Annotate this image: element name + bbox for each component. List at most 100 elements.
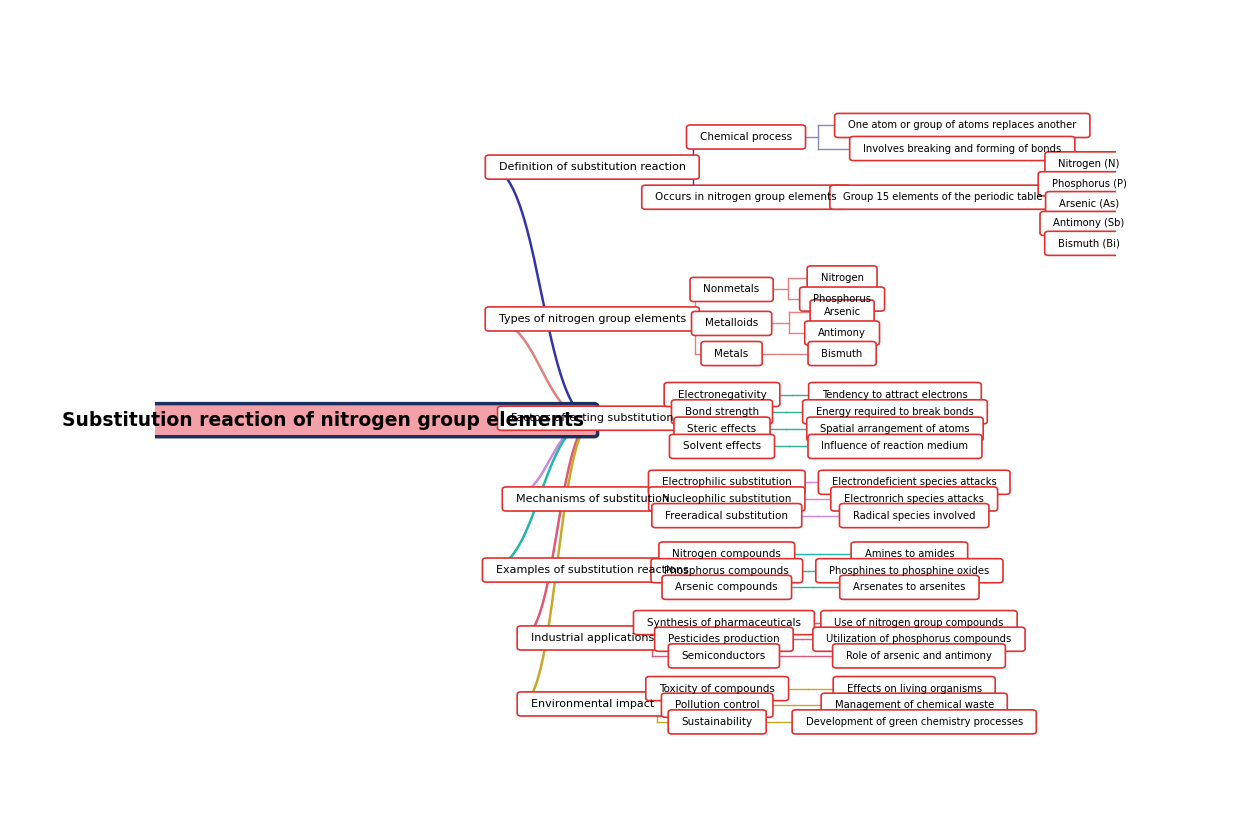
FancyBboxPatch shape — [839, 575, 980, 599]
Text: Electronrich species attacks: Electronrich species attacks — [844, 494, 985, 504]
Text: Metals: Metals — [714, 349, 749, 359]
FancyBboxPatch shape — [1038, 171, 1140, 196]
FancyBboxPatch shape — [832, 644, 1006, 668]
Text: Environmental impact: Environmental impact — [531, 699, 653, 709]
FancyBboxPatch shape — [692, 311, 771, 335]
FancyBboxPatch shape — [649, 487, 805, 511]
Text: Bond strength: Bond strength — [684, 407, 759, 417]
FancyBboxPatch shape — [1045, 191, 1132, 215]
Text: Arsenic (As): Arsenic (As) — [1059, 199, 1120, 209]
FancyBboxPatch shape — [662, 575, 791, 599]
FancyBboxPatch shape — [646, 676, 789, 701]
FancyBboxPatch shape — [689, 277, 774, 301]
FancyBboxPatch shape — [1040, 211, 1138, 235]
Text: Factors affecting substitution: Factors affecting substitution — [511, 414, 673, 423]
FancyBboxPatch shape — [839, 503, 988, 527]
Text: Arsenic compounds: Arsenic compounds — [676, 582, 779, 592]
FancyBboxPatch shape — [807, 266, 877, 290]
Text: Management of chemical waste: Management of chemical waste — [835, 701, 993, 711]
FancyBboxPatch shape — [1045, 152, 1133, 176]
Text: Pesticides production: Pesticides production — [668, 634, 780, 644]
FancyBboxPatch shape — [830, 186, 1056, 210]
FancyBboxPatch shape — [808, 434, 982, 458]
FancyBboxPatch shape — [502, 487, 682, 511]
Text: Antimony (Sb): Antimony (Sb) — [1054, 219, 1125, 229]
FancyBboxPatch shape — [658, 542, 795, 566]
FancyBboxPatch shape — [672, 400, 773, 423]
Text: Nitrogen compounds: Nitrogen compounds — [672, 549, 781, 559]
Text: Industrial applications: Industrial applications — [531, 633, 653, 643]
FancyBboxPatch shape — [800, 287, 884, 311]
Text: Pollution control: Pollution control — [675, 701, 759, 711]
Text: Energy required to break bonds: Energy required to break bonds — [816, 407, 973, 417]
Text: Phosphorus compounds: Phosphorus compounds — [665, 566, 789, 576]
Text: Group 15 elements of the periodic table: Group 15 elements of the periodic table — [843, 192, 1043, 202]
FancyBboxPatch shape — [497, 406, 687, 430]
Text: Definition of substitution reaction: Definition of substitution reaction — [498, 162, 686, 172]
FancyBboxPatch shape — [805, 321, 879, 345]
FancyBboxPatch shape — [675, 417, 770, 441]
Text: Phosphines to phosphine oxides: Phosphines to phosphine oxides — [830, 566, 990, 576]
Text: Phosphorus (P): Phosphorus (P) — [1052, 179, 1126, 189]
FancyBboxPatch shape — [517, 626, 667, 650]
Text: Nitrogen: Nitrogen — [821, 273, 863, 283]
FancyBboxPatch shape — [849, 136, 1075, 161]
FancyBboxPatch shape — [517, 692, 667, 716]
FancyBboxPatch shape — [701, 341, 763, 365]
FancyBboxPatch shape — [851, 542, 967, 566]
Text: Antimony: Antimony — [818, 328, 866, 338]
FancyBboxPatch shape — [655, 627, 794, 651]
Text: Bismuth: Bismuth — [821, 349, 863, 359]
FancyBboxPatch shape — [642, 186, 851, 210]
Text: One atom or group of atoms replaces another: One atom or group of atoms replaces anot… — [848, 121, 1076, 131]
Text: Phosphorus: Phosphorus — [813, 294, 872, 304]
FancyBboxPatch shape — [792, 710, 1037, 734]
FancyBboxPatch shape — [1045, 231, 1133, 255]
FancyBboxPatch shape — [668, 710, 766, 734]
Text: Semiconductors: Semiconductors — [682, 651, 766, 661]
Text: Influence of reaction medium: Influence of reaction medium — [821, 442, 968, 452]
Text: Effects on living organisms: Effects on living organisms — [847, 684, 982, 694]
Text: Electrondeficient species attacks: Electrondeficient species attacks — [832, 478, 997, 488]
FancyBboxPatch shape — [821, 611, 1017, 635]
Text: Arsenic: Arsenic — [823, 307, 861, 317]
FancyBboxPatch shape — [808, 383, 981, 407]
FancyBboxPatch shape — [670, 434, 775, 458]
Text: Types of nitrogen group elements: Types of nitrogen group elements — [498, 314, 686, 324]
Text: Solvent effects: Solvent effects — [683, 442, 761, 452]
FancyBboxPatch shape — [661, 693, 773, 717]
Text: Toxicity of compounds: Toxicity of compounds — [660, 684, 775, 694]
Text: Development of green chemistry processes: Development of green chemistry processes — [806, 717, 1023, 727]
FancyBboxPatch shape — [816, 558, 1003, 582]
FancyBboxPatch shape — [482, 558, 702, 582]
FancyBboxPatch shape — [813, 627, 1025, 651]
Text: Occurs in nitrogen group elements: Occurs in nitrogen group elements — [655, 192, 837, 202]
Text: Tendency to attract electrons: Tendency to attract electrons — [822, 389, 968, 399]
Text: Electrophilic substitution: Electrophilic substitution — [662, 478, 791, 488]
FancyBboxPatch shape — [807, 417, 983, 441]
FancyBboxPatch shape — [818, 470, 1011, 494]
FancyBboxPatch shape — [485, 155, 699, 179]
FancyBboxPatch shape — [652, 503, 802, 527]
Text: Amines to amides: Amines to amides — [864, 549, 955, 559]
FancyBboxPatch shape — [835, 113, 1090, 137]
FancyBboxPatch shape — [810, 300, 874, 324]
FancyBboxPatch shape — [651, 558, 802, 582]
Text: Substitution reaction of nitrogen group elements: Substitution reaction of nitrogen group … — [62, 411, 584, 429]
FancyBboxPatch shape — [48, 404, 598, 437]
Text: Role of arsenic and antimony: Role of arsenic and antimony — [846, 651, 992, 661]
FancyBboxPatch shape — [831, 487, 998, 511]
FancyBboxPatch shape — [802, 400, 987, 423]
Text: Freeradical substitution: Freeradical substitution — [666, 511, 789, 521]
Text: Electronegativity: Electronegativity — [677, 389, 766, 399]
Text: Synthesis of pharmaceuticals: Synthesis of pharmaceuticals — [647, 617, 801, 627]
Text: Steric effects: Steric effects — [687, 424, 756, 434]
FancyBboxPatch shape — [634, 611, 815, 635]
Text: Sustainability: Sustainability — [682, 717, 753, 727]
Text: Use of nitrogen group compounds: Use of nitrogen group compounds — [835, 617, 1003, 627]
Text: Chemical process: Chemical process — [699, 132, 792, 142]
Text: Nonmetals: Nonmetals — [703, 285, 760, 295]
Text: Examples of substitution reactions: Examples of substitution reactions — [496, 565, 688, 575]
Text: Bismuth (Bi): Bismuth (Bi) — [1058, 238, 1120, 248]
Text: Arsenates to arsenites: Arsenates to arsenites — [853, 582, 966, 592]
